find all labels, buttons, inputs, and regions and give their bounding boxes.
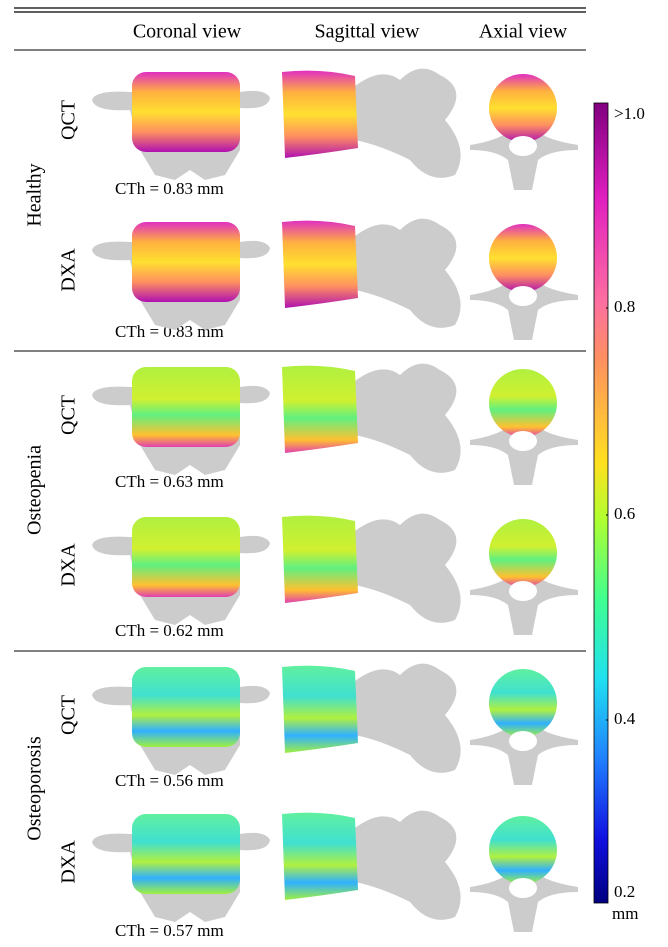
vertebra-surface: [489, 519, 557, 587]
vertebra-surface: [132, 222, 240, 302]
canal: [509, 581, 537, 601]
bone-silhouette: [350, 68, 461, 178]
cth-label: CTh = 0.57 mm: [115, 921, 224, 940]
vertebra-surface: [282, 365, 358, 453]
cth-label: CTh = 0.62 mm: [115, 621, 224, 640]
vertebra-surface: [489, 224, 557, 292]
column-header: Coronal view: [133, 21, 242, 43]
bone-silhouette: [350, 663, 461, 773]
group-label: Osteopenia: [24, 445, 46, 535]
canal: [509, 731, 537, 751]
bone-silhouette: [470, 872, 578, 932]
bone-silhouette: [470, 280, 578, 340]
vertebra-surface: [282, 220, 358, 308]
bone-silhouette: [470, 425, 578, 485]
canal: [509, 286, 537, 306]
vertebra-surface: [132, 667, 240, 747]
vertebra-surface: [132, 814, 240, 894]
bone-silhouette: [350, 363, 461, 473]
column-header: Axial view: [479, 21, 568, 43]
group-label: Healthy: [24, 163, 46, 226]
cth-label: CTh = 0.83 mm: [115, 179, 224, 198]
vertebra-surface: [132, 367, 240, 447]
vertebra-surface: [132, 517, 240, 597]
colorbar-unit: mm: [612, 904, 638, 923]
colorbar-label: 0.4: [614, 709, 636, 728]
bone-silhouette: [350, 513, 461, 623]
colorbar-label: 0.6: [614, 504, 635, 523]
group-label: Osteoporosis: [24, 736, 46, 841]
canal: [509, 136, 537, 156]
modality-label: DXA: [58, 543, 80, 587]
cth-label: CTh = 0.63 mm: [115, 472, 224, 491]
colorbar-label: 0.8: [614, 297, 635, 316]
vertebra-surface: [132, 72, 240, 152]
modality-label: DXA: [58, 840, 80, 884]
cth-label: CTh = 0.56 mm: [115, 771, 224, 790]
vertebra-surface: [282, 665, 358, 753]
canal: [509, 431, 537, 451]
vertebra-surface: [489, 669, 557, 737]
vertebra-surface: [282, 70, 358, 158]
bone-silhouette: [350, 218, 461, 328]
bone-silhouette: [470, 575, 578, 635]
colorbar-label: >1.0: [614, 104, 645, 123]
vertebra-surface: [282, 515, 358, 603]
canal: [509, 878, 537, 898]
vertebra-surface: [489, 74, 557, 142]
column-header: Sagittal view: [315, 21, 421, 43]
modality-label: QCT: [58, 695, 80, 735]
bone-silhouette: [470, 130, 578, 190]
modality-label: QCT: [58, 100, 80, 140]
content: Coronal view Sagittal view Axial view >1.0 0…: [14, 21, 645, 940]
bone-silhouette: [470, 725, 578, 785]
colorbar-label: 0.2: [614, 882, 635, 901]
vertebra-surface: [489, 816, 557, 884]
modality-label: DXA: [58, 248, 80, 292]
modality-label: QCT: [58, 395, 80, 435]
cth-label: CTh = 0.83 mm: [115, 322, 224, 341]
vertebra-surface: [282, 812, 358, 900]
bone-silhouette: [350, 810, 461, 920]
vertebra-surface: [489, 369, 557, 437]
colorbar: [593, 102, 609, 904]
